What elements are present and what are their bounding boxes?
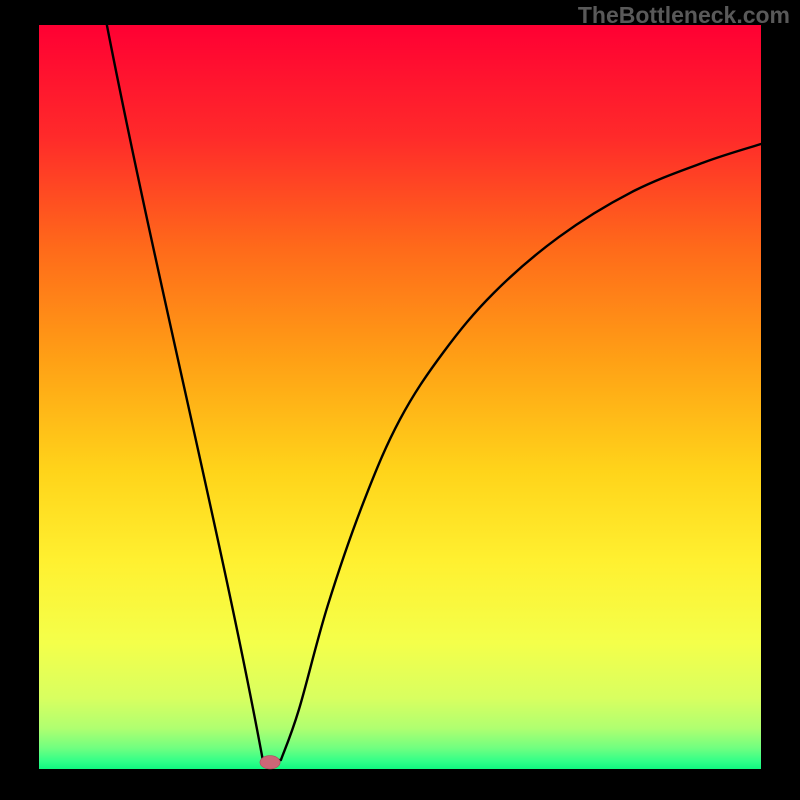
watermark-text: TheBottleneck.com	[578, 2, 790, 29]
bottleneck-chart	[0, 0, 800, 800]
chart-container: { "watermark": { "text": "TheBottleneck.…	[0, 0, 800, 800]
plot-background	[39, 25, 761, 769]
minimum-marker	[260, 756, 280, 769]
